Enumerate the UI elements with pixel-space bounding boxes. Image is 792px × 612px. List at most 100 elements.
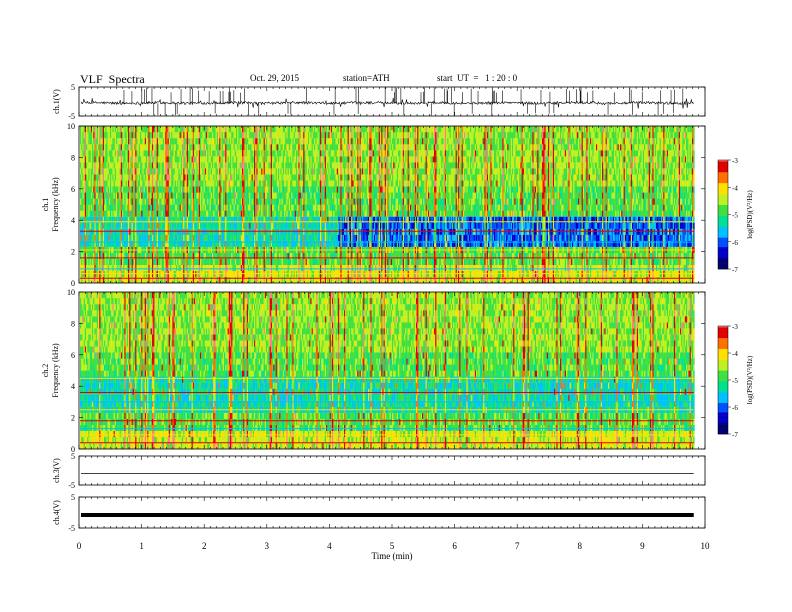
ch1-spec-cell [274,204,276,211]
ch1-spec-cell [254,204,256,211]
ch1-spec-cell [201,258,203,265]
ch1-spec-cell [293,198,295,205]
ch1-spec-cell [188,180,190,187]
ch1-spec-cell [171,138,173,145]
ch1-spec-cell [212,228,214,235]
ch1-spec-cell [83,216,85,223]
ch1-spec-cell [96,252,99,259]
ch1-spec-cell [260,150,262,157]
ch1-spec-cell [108,132,111,139]
ch1-spec-cell [107,198,109,205]
ch1-spec-cell [123,192,125,199]
ch1-spec-cell [177,180,179,187]
ch1-spec-cell [117,277,119,284]
ch1-spec-cell [245,204,247,211]
ch1-spec-cell [144,162,147,169]
ch1-spec-cell [107,216,109,223]
ch1-spec-cell [243,180,245,187]
ch1-spec-cell [135,234,137,241]
ch1-spec-cell [256,228,258,235]
ch1-spec-cell [154,126,156,133]
ch1-spec-cell [236,132,238,139]
ch1-spec-cell [161,216,163,223]
ch1-spec-cell [110,192,112,199]
ch1-spec-cell [135,180,137,187]
ch1-spec-cell [255,174,257,181]
ch1-spec-cell [200,180,202,187]
ch1-spec-cell [128,150,130,157]
ch1-spec-cell [158,132,160,139]
ch1-spec-cell [171,228,173,235]
ch1-spec-cell [198,210,201,217]
ch1-spec-cell [142,216,144,223]
ch1-spec-cell [252,180,255,187]
ch1-spec-cell [243,216,245,223]
ch1-spec-cell [152,180,154,187]
ch1-spec-cell [207,234,209,241]
ch1-spec-cell [250,156,252,163]
ch1-spec-cell [262,264,264,272]
ch1-spec-cell [149,156,151,163]
ch1-spec-cell [221,132,223,139]
ch1-spec-cell [230,180,232,187]
ch1-spec-cell [114,174,117,181]
ch1-spec-cell [136,150,138,157]
ch1-spec-cell [272,277,274,284]
ch1-spec-cell [144,126,147,133]
ch1-spec-cell [225,234,227,241]
ch1-spec-cell [202,228,204,235]
ch1-spec-cell [98,216,100,223]
ch1-spec-cell [98,132,100,139]
ch1-spec-cell [270,162,273,169]
ch1-spec-cell [177,186,179,193]
ch1-spec-cell [118,168,120,175]
ch1-spec-cell [183,264,185,272]
ch1-spec-cell [290,180,292,187]
ch1-spec-cell [198,156,201,163]
ch1-spec-cell [195,210,197,217]
ch1-spec-cell [294,132,297,139]
ch1-spec-cell [111,240,113,247]
ch1-spec-cell [255,264,257,272]
ch1-spec-cell [166,138,168,145]
ch1-spec-cell [221,180,223,187]
ch1-spec-cell [171,150,173,157]
ch1-spec-cell [257,180,259,187]
ch1-spec-cell [140,228,142,235]
ch1-spec-cell [149,162,151,169]
ch1-spec-cell [140,258,142,265]
ch1-spec-cell [180,234,183,241]
ch1-spec-cell [98,138,100,145]
ch1-spec-cell [110,252,112,259]
ch1-spec-cell [154,150,156,157]
ch1-spec-cell [148,277,150,284]
ch1-spec-cell [105,174,107,181]
ch1-spec-cell [242,156,244,163]
ch1-spec-cell [136,204,138,211]
ch1-spec-cell [100,264,102,272]
ch1-spec-cell [255,180,257,187]
ch1-spec-cell [100,216,102,223]
ch1-spec-cell [153,204,155,211]
ch1-spec-cell [251,174,253,181]
ch1-spec-cell [224,138,226,145]
ch1-spec-cell [177,234,179,241]
ch1-spec-cell [167,204,169,211]
ch1-spec-cell [240,240,243,247]
ch1-spec-cell [231,252,233,259]
ch1-spec-cell [255,198,257,205]
ch1-spec-cell [110,234,112,241]
ch1-spec-cell [125,180,127,187]
ch1-spec-cell [282,162,285,169]
ch1-spec-cell [186,240,189,247]
ch1-spec-cell [212,168,214,175]
ch1-spec-cell [191,234,193,241]
ch1-spec-cell [270,277,273,284]
ch1-spec-cell [214,174,216,181]
ch1-spec-cell [200,198,202,205]
ch1-spec-cell [147,192,149,199]
ch1-spec-cell [206,144,208,151]
ch1-spec-cell [281,234,283,241]
ch1-spec-cell [218,277,220,284]
ch1-spec-cell [113,240,115,247]
